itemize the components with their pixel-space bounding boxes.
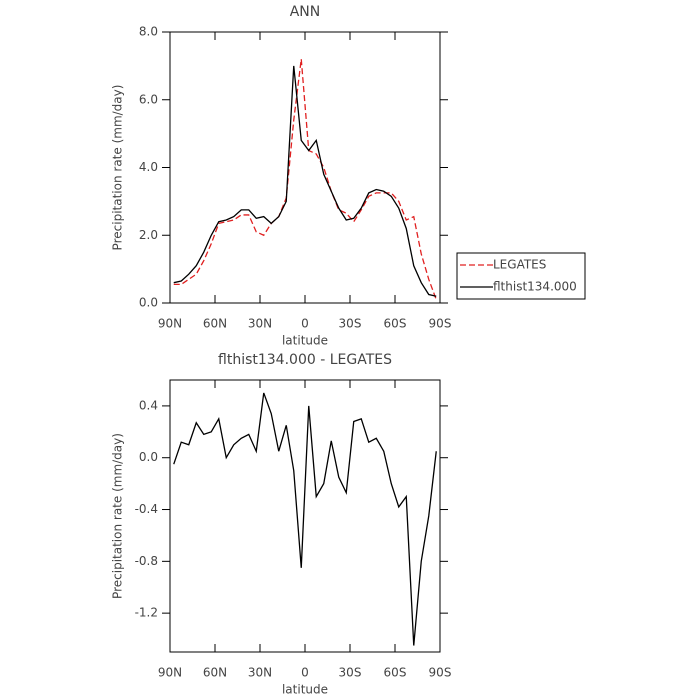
- data-line: [173, 65, 437, 297]
- y-tick-label: 2.0: [139, 228, 158, 242]
- data-line: [173, 392, 437, 646]
- chart-title: ANN: [290, 4, 321, 20]
- plot-frame: [169, 31, 441, 304]
- x-tick-label: 0: [301, 317, 309, 331]
- x-tick-label: 90S: [429, 317, 452, 331]
- x-tick-label: 90N: [158, 666, 182, 680]
- y-tick-label: 0.4: [139, 398, 158, 412]
- y-tick-label: 0.0: [139, 296, 158, 310]
- y-axis-label: Precipitation rate (mm/day): [111, 85, 125, 251]
- x-axis-label: latitude: [282, 334, 328, 348]
- x-tick-label: 90N: [158, 317, 182, 331]
- y-tick-label: -0.4: [135, 502, 158, 516]
- plot-frame: [169, 379, 441, 653]
- x-tick-label: 30S: [339, 666, 362, 680]
- legend-box: [456, 252, 586, 300]
- x-tick-label: 30S: [339, 317, 362, 331]
- x-tick-label: 0: [301, 666, 309, 680]
- y-axis-label: Precipitation rate (mm/day): [111, 433, 125, 599]
- data-line: [173, 59, 437, 300]
- y-tick-label: 0.0: [139, 450, 158, 464]
- y-tick-label: 4.0: [139, 160, 158, 174]
- x-tick-label: 60S: [384, 666, 407, 680]
- x-tick-label: 60S: [384, 317, 407, 331]
- x-tick-label: 30N: [248, 666, 272, 680]
- x-axis-label: latitude: [282, 683, 328, 697]
- legend-label: flthist134.000: [493, 280, 577, 294]
- y-tick-label: -0.8: [135, 554, 158, 568]
- y-tick-label: 8.0: [139, 25, 158, 39]
- x-tick-label: 60N: [203, 317, 227, 331]
- x-tick-label: 60N: [203, 666, 227, 680]
- y-tick-label: 6.0: [139, 92, 158, 106]
- x-tick-label: 90S: [429, 666, 452, 680]
- legend-label: LEGATES: [493, 258, 546, 272]
- x-tick-label: 30N: [248, 317, 272, 331]
- chart-title: flthist134.000 - LEGATES: [218, 352, 392, 368]
- y-tick-label: -1.2: [135, 606, 158, 620]
